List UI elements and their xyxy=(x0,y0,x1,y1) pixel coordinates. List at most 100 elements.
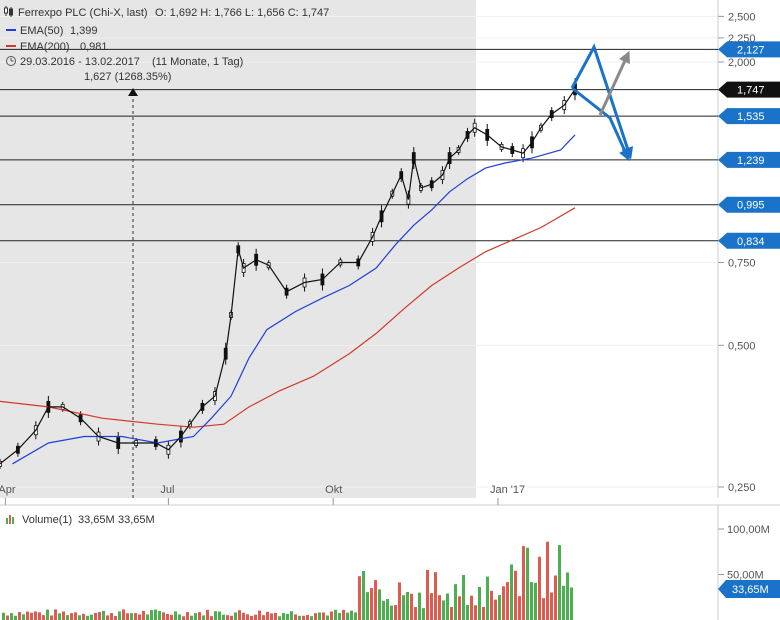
volume-bar xyxy=(314,613,317,620)
volume-bar xyxy=(358,576,361,620)
volume-bar xyxy=(518,596,521,620)
level-tag-label: 0,995 xyxy=(737,200,765,212)
horizontal-levels xyxy=(0,48,718,242)
volume-bar xyxy=(310,616,313,620)
volume-bar xyxy=(418,592,421,620)
volume-bar xyxy=(266,611,269,620)
volume-bar xyxy=(334,609,337,620)
volume-bar xyxy=(378,589,381,620)
volume-bar xyxy=(162,612,165,620)
volume-bar xyxy=(170,614,173,620)
volume-tag: 33,65M xyxy=(718,580,780,598)
level-tag-label: 0,834 xyxy=(737,236,765,248)
volume-bar xyxy=(338,613,341,620)
level-tag-box xyxy=(718,108,780,125)
volume-bar xyxy=(134,613,137,620)
volume-bar xyxy=(106,615,109,620)
volume-bar xyxy=(54,609,57,620)
volume-bar xyxy=(454,584,457,620)
volume-bar xyxy=(298,615,301,620)
volume-bar xyxy=(130,613,133,620)
volume-tick-label: 100,00M xyxy=(727,524,770,536)
volume-bar xyxy=(98,611,101,620)
volume-bar xyxy=(554,575,557,620)
volume-bar xyxy=(118,611,121,620)
volume-bar xyxy=(58,613,61,620)
volume-bar xyxy=(282,613,285,620)
volume-bar xyxy=(82,613,85,620)
volume-bar xyxy=(290,611,293,620)
volume-bar xyxy=(122,609,125,620)
volume-bar xyxy=(570,587,573,620)
volume-bar xyxy=(482,606,485,620)
volume-bar xyxy=(426,569,429,620)
volume-bar xyxy=(322,612,325,620)
volume-bar xyxy=(250,615,253,620)
volume-bar xyxy=(18,612,21,620)
legend-period: (11 Monate, 1 Tag) xyxy=(152,56,243,68)
volume-bar xyxy=(218,611,221,620)
arrow-path-gray xyxy=(598,50,630,116)
volume-bar xyxy=(146,614,149,620)
volume-label: Volume(1) xyxy=(22,514,72,526)
volume-bar xyxy=(270,613,273,620)
volume-bar xyxy=(510,564,513,620)
y-tick-label: 0,250 xyxy=(728,482,756,494)
volume-bar xyxy=(390,605,393,620)
ema200-label: EMA(200) xyxy=(20,41,70,53)
volume-bar xyxy=(458,596,461,620)
volume-bar xyxy=(402,595,405,620)
volume-bar xyxy=(6,615,9,620)
volume-bar xyxy=(254,614,257,620)
volume-bar xyxy=(326,615,329,620)
volume-bar xyxy=(154,609,157,620)
volume-bar xyxy=(142,610,145,620)
volume-bar xyxy=(466,604,469,620)
level-tag-label: 1,747 xyxy=(737,85,765,97)
volume-bar xyxy=(470,595,473,620)
x-tick-label: Apr xyxy=(0,484,16,496)
volume-bar xyxy=(90,614,93,620)
volume-bar xyxy=(150,610,153,620)
volume-bar xyxy=(50,615,53,620)
volume-bar xyxy=(566,572,569,620)
level-tag-box xyxy=(718,41,780,58)
volume-bar xyxy=(226,615,229,620)
x-tick-label: Jan '17 xyxy=(490,484,525,496)
volume-bar xyxy=(114,616,117,620)
volume-bar xyxy=(430,593,433,620)
volume-bar xyxy=(386,599,389,620)
volume-bar xyxy=(494,599,497,620)
volume-bar xyxy=(14,615,17,620)
volume-tag-text: 33,65M xyxy=(732,584,769,596)
volume-bar xyxy=(414,607,417,620)
volume-bar xyxy=(346,612,349,620)
forecast-arrows xyxy=(570,43,634,162)
volume-bar xyxy=(450,606,453,620)
volume-bar xyxy=(302,615,305,620)
ema200-value: 0,981 xyxy=(80,41,108,53)
volume-bar xyxy=(462,574,465,620)
candle-icon xyxy=(4,6,13,17)
volume-bar xyxy=(350,610,353,620)
legend: Ferrexpo PLC (Chi-X, last) O: 1,692 H: 1… xyxy=(4,6,329,526)
volume-bar xyxy=(198,612,201,620)
volume-bar xyxy=(534,582,537,620)
volume-bar xyxy=(86,615,89,620)
volume-bar xyxy=(230,615,233,620)
volume-bar xyxy=(522,546,525,620)
volume-bar xyxy=(210,616,213,620)
y-tick-label: 0,500 xyxy=(728,340,756,352)
volume-bar xyxy=(214,611,217,620)
x-tick-label: Okt xyxy=(325,484,342,496)
volume-bar xyxy=(546,541,549,620)
volume-bar xyxy=(126,613,129,620)
measure-annotation: 1,627 (1268.35%) xyxy=(84,71,171,83)
volume-bar xyxy=(434,572,437,620)
volume-bar xyxy=(286,613,289,620)
volume-bar xyxy=(74,612,77,620)
level-tag-label: 1,239 xyxy=(737,155,765,167)
volume-icon xyxy=(6,515,14,524)
volume-bar xyxy=(34,611,37,620)
